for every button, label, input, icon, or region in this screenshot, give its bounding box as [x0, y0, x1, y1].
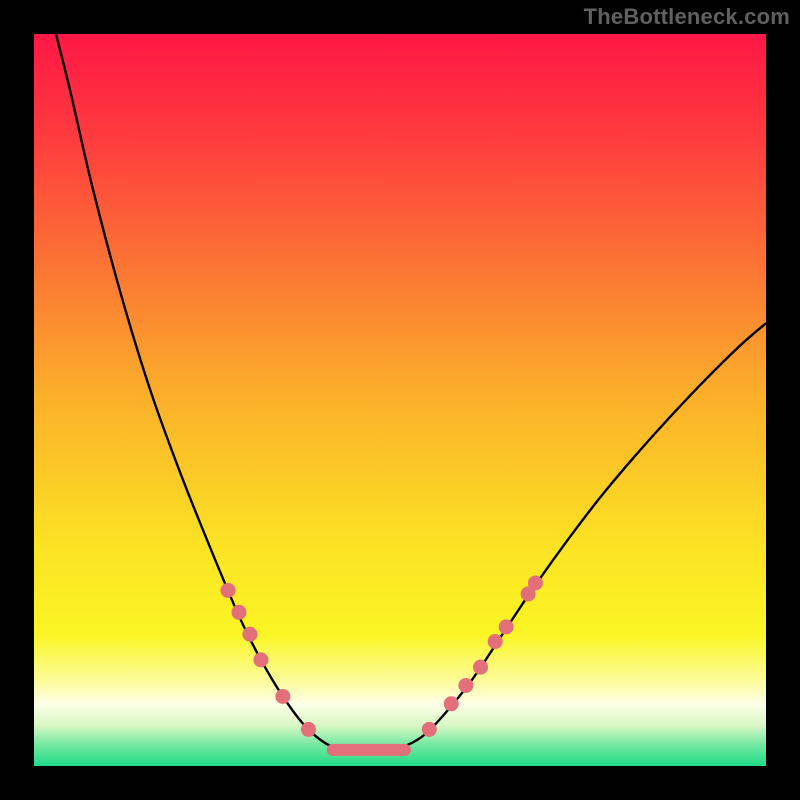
data-marker — [231, 605, 246, 620]
bottleneck-curve-chart — [34, 34, 766, 766]
plot-background — [34, 34, 766, 766]
data-marker — [488, 634, 503, 649]
watermark-text: TheBottleneck.com — [584, 4, 790, 30]
data-marker — [422, 722, 437, 737]
data-marker — [242, 627, 257, 642]
data-marker — [458, 678, 473, 693]
data-marker — [473, 660, 488, 675]
data-marker — [528, 576, 543, 591]
data-marker — [275, 689, 290, 704]
chart-frame: TheBottleneck.com — [0, 0, 800, 800]
data-marker — [444, 696, 459, 711]
data-marker — [301, 722, 316, 737]
bottom-flat-marker — [327, 744, 411, 756]
data-marker — [220, 583, 235, 598]
data-marker — [499, 619, 514, 634]
data-marker — [253, 652, 268, 667]
